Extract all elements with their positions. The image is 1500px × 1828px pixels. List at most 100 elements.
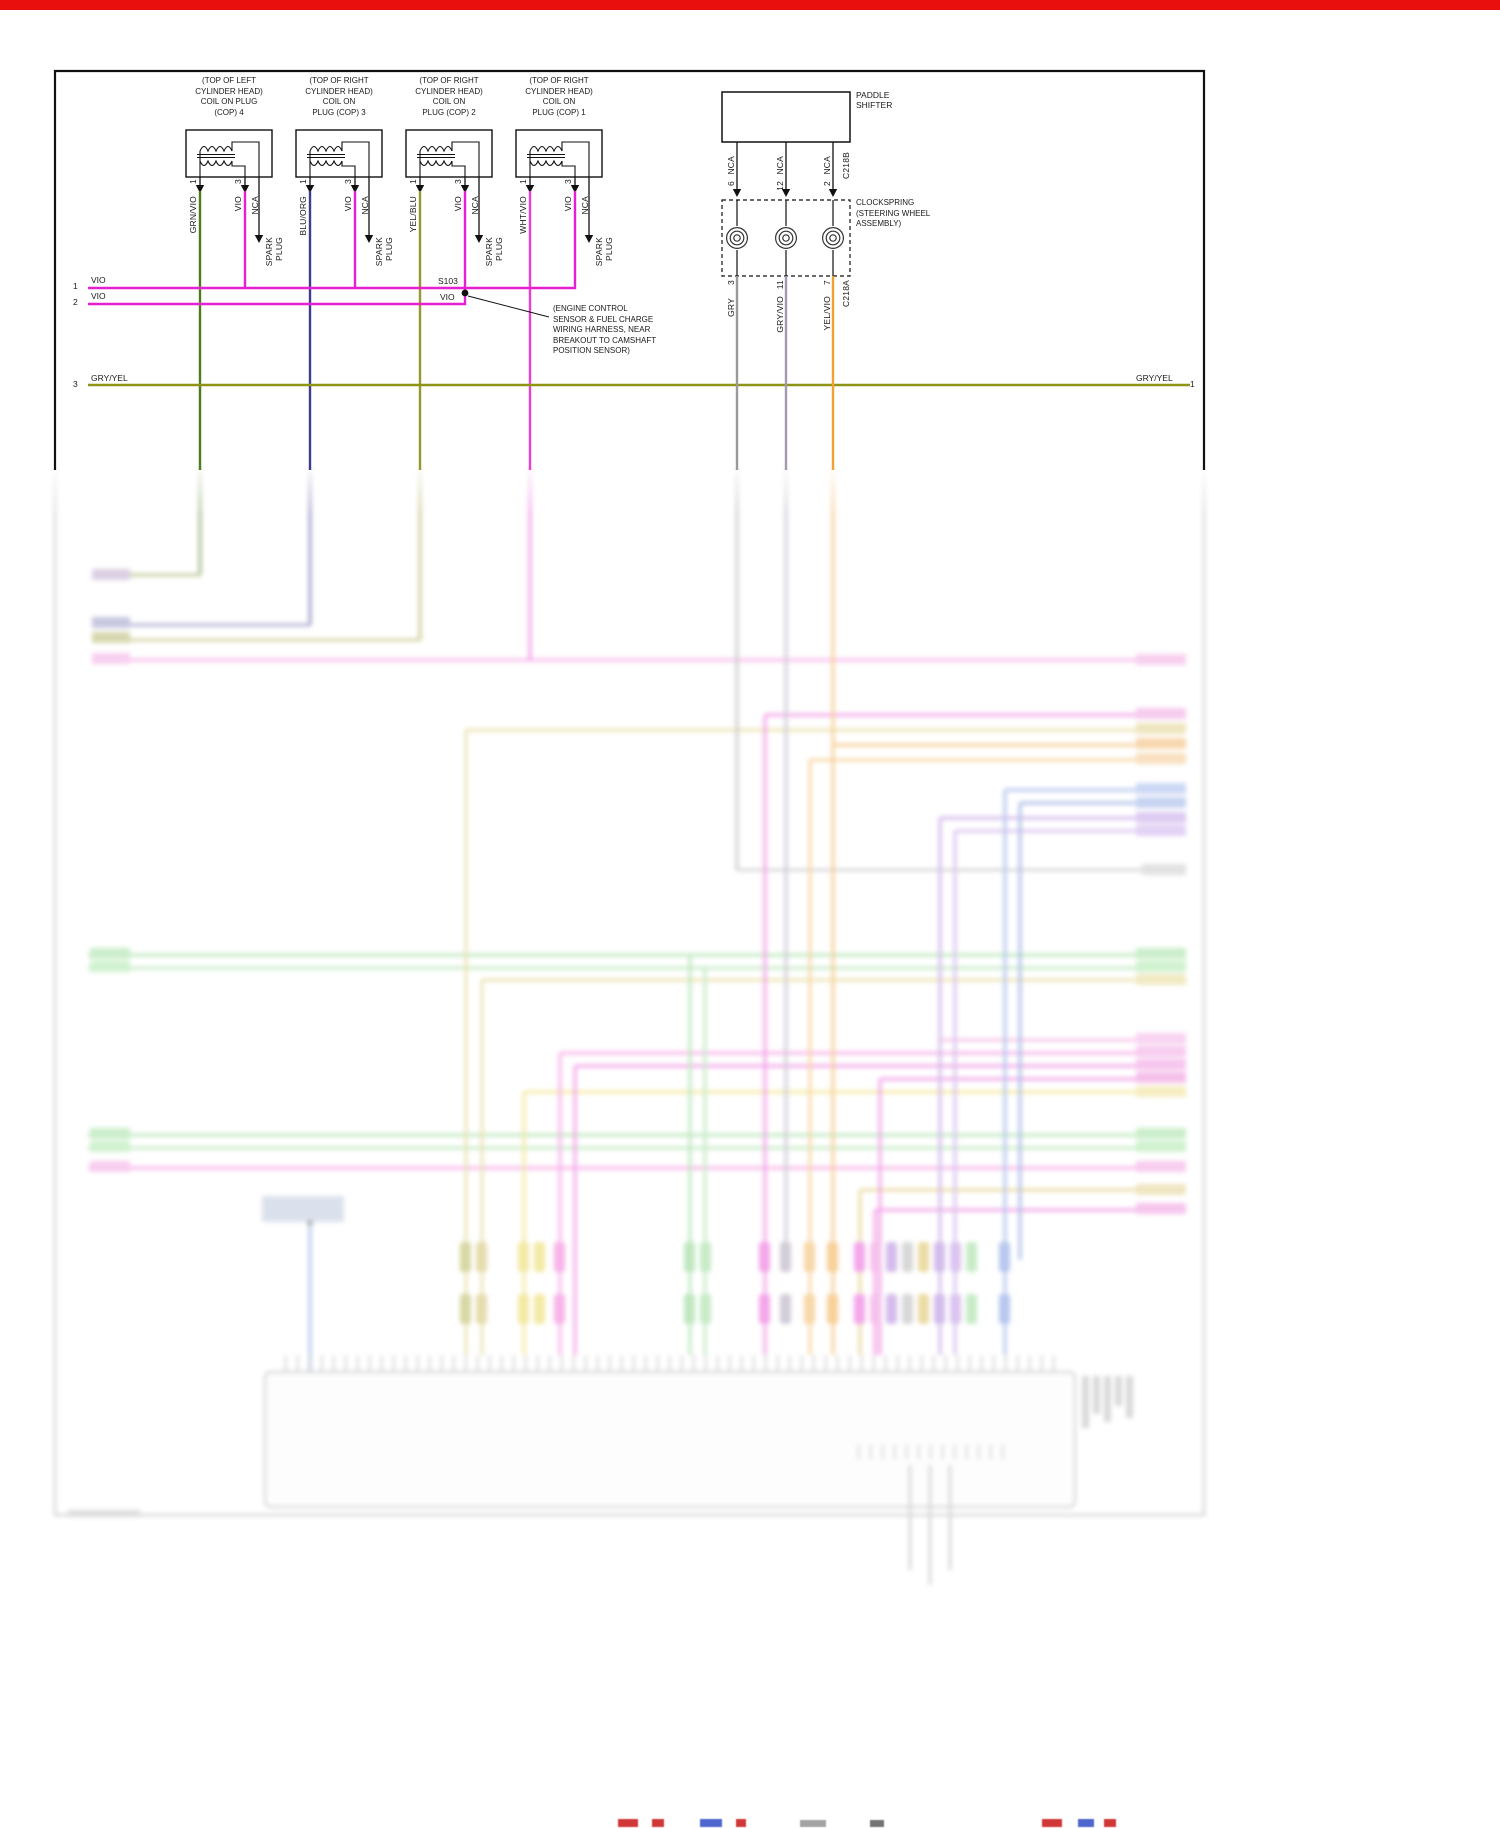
title-line: (TOP OF LEFT (202, 76, 256, 85)
pin-number: 1 (188, 179, 198, 184)
callout-line: WIRING HARNESS, NEAR (553, 325, 651, 335)
splice-id: S103 (438, 276, 458, 286)
wire-label: GRY/YEL (91, 373, 128, 383)
ignition-coil-cop3-symbol (295, 129, 383, 178)
coil-pin-stubs (199, 177, 590, 235)
circuit-number: 1 (1190, 379, 1195, 389)
clockspring-coil-icon (774, 227, 798, 249)
wire-label: VIO (91, 291, 106, 301)
wire-label: GRY/YEL (1136, 373, 1173, 383)
wire-label: YEL/VIO (822, 296, 832, 331)
label-line: (STEERING WHEEL (856, 208, 931, 218)
callout-leader (467, 295, 550, 318)
paddle-shifter-label: SHIFTER (856, 100, 893, 110)
diagram-lines (53, 69, 1206, 470)
wire-label: VIO (563, 196, 573, 212)
fade-veil (0, 470, 1500, 516)
nca-label: NCA (775, 156, 785, 175)
wire-label: GRY (726, 298, 736, 317)
spark-plug-label: PLUG (494, 237, 504, 261)
circuit-number: 2 (73, 297, 78, 307)
pin-number: 12 (775, 181, 785, 191)
pin-number: 3 (453, 179, 463, 184)
blurred-horizontal-wires (88, 573, 1185, 1212)
title-line: (TOP OF RIGHT (419, 76, 479, 85)
wire-label: VIO (440, 292, 455, 302)
spark-plug-label: PLUG (384, 237, 394, 261)
label-line: ASSEMBLY) (856, 219, 902, 229)
title-line: (TOP OF RIGHT (309, 76, 369, 85)
coil-cop3-title: (TOP OF RIGHT CYLINDER HEAD) COIL ON PLU… (284, 76, 394, 118)
clockspring-coil-icon (821, 227, 845, 249)
callout-line: SENSOR & FUEL CHARGE (553, 314, 654, 324)
ignition-coil-cop2-symbol (405, 129, 493, 178)
title-line: COIL ON (322, 97, 356, 107)
module-pin-row (285, 1355, 1065, 1372)
nca-label: NCA (470, 196, 480, 215)
blurred-module-box (68, 1371, 1133, 1585)
splice-dot (461, 289, 469, 297)
paddle-wires (736, 142, 834, 192)
callout-line: (ENGINE CONTROL (553, 304, 628, 313)
ignition-coil-cop4-symbol (185, 129, 273, 178)
label-line: CLOCKSPRING (856, 198, 915, 207)
title-line: CYLINDER HEAD) (415, 86, 483, 96)
wire-label: VIO (343, 196, 353, 212)
callout-line: POSITION SENSOR) (553, 346, 630, 356)
harness-callout: (ENGINE CONTROL SENSOR & FUEL CHARGE WIR… (553, 304, 656, 357)
pin-number: 7 (822, 280, 832, 285)
title-line: COIL ON PLUG (200, 97, 258, 107)
wire-label: YEL/BLU (408, 196, 418, 233)
title-line: COIL ON (542, 97, 576, 107)
diagram-frame (53, 69, 1206, 470)
wire-label: BLU/ORG (298, 196, 308, 236)
wire-label: VIO (453, 196, 463, 212)
title-line: CYLINDER HEAD) (305, 86, 373, 96)
pin-number: 3 (343, 179, 353, 184)
title-line: CYLINDER HEAD) (525, 86, 593, 96)
circuit-number: 1 (73, 281, 78, 291)
connector-id: C218A (841, 280, 851, 307)
nca-label: NCA (822, 156, 832, 175)
blurred-lower-diagram (0, 470, 1500, 1740)
wire-label: VIO (233, 196, 243, 212)
pin-number: 11 (775, 280, 785, 290)
title-line: (COP) 4 (214, 107, 244, 117)
nca-label: NCA (360, 196, 370, 215)
blurred-wiring-lines (54, 470, 1205, 1585)
nca-label: NCA (250, 196, 260, 215)
pin-number: 1 (298, 179, 308, 184)
title-line: PLUG (COP) 2 (422, 107, 476, 117)
clockspring-stubs (736, 200, 834, 276)
pin-number: 3 (563, 179, 573, 184)
clockspring-coil-icon (725, 227, 749, 249)
pin-number: 3 (726, 280, 736, 285)
nca-label: NCA (580, 196, 590, 215)
spark-plug-label: PLUG (604, 237, 614, 261)
pin-number: 3 (233, 179, 243, 184)
pin-number: 1 (518, 179, 528, 184)
ignition-coil-cop1-symbol (515, 129, 603, 178)
spark-plug-label: PLUG (274, 237, 284, 261)
paddle-shifter-box (721, 91, 851, 143)
connector-id: C218B (841, 152, 851, 179)
blurred-component-note (262, 1196, 344, 1226)
clockspring-label: CLOCKSPRING (STEERING WHEEL ASSEMBLY) (856, 198, 930, 230)
wire-label: GRY/VIO (775, 296, 785, 333)
pin-number: 1 (408, 179, 418, 184)
paddle-shifter-label: PADDLE (856, 90, 890, 100)
title-line: (TOP OF RIGHT (529, 76, 589, 85)
wire-label: GRN/VIO (188, 196, 198, 234)
pin-number: 6 (726, 181, 736, 186)
vio-bus (88, 191, 577, 306)
module-inner-pin-row (858, 1445, 1013, 1459)
circuit-number: 3 (73, 379, 78, 389)
callout-line: BREAKOUT TO CAMSHAFT (553, 335, 657, 345)
title-line: COIL ON (432, 97, 466, 107)
title-line: CYLINDER HEAD) (195, 86, 263, 96)
coil-cop1-title: (TOP OF RIGHT CYLINDER HEAD) COIL ON PLU… (504, 76, 614, 118)
blurred-wire-labels (90, 569, 1186, 1214)
blurred-connector-pills (460, 1242, 1010, 1324)
pin-number: 2 (822, 181, 832, 186)
